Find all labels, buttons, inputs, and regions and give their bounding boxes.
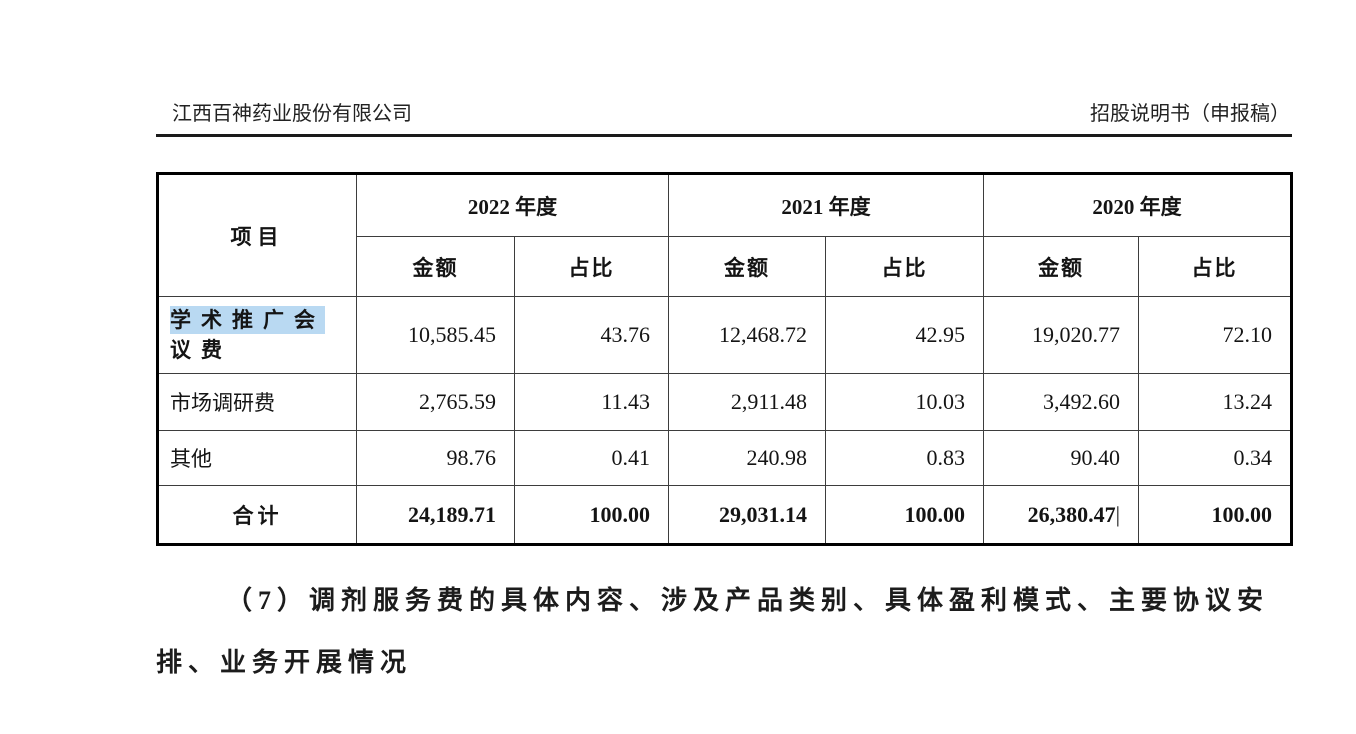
cell-amount-2021: 12,468.72 (668, 296, 826, 374)
cell-amount-2021: 2,911.48 (668, 373, 826, 431)
row-label: 市场调研费 (157, 373, 357, 431)
cell-ratio-2022: 43.76 (514, 296, 669, 374)
section-heading: （7）调剂服务费的具体内容、涉及产品类别、具体盈利模式、主要协议安 排、业务开展… (156, 570, 1292, 694)
cell-ratio-2020: 13.24 (1138, 373, 1292, 431)
cell-total-amount-2021: 29,031.14 (668, 485, 826, 545)
cell-amount-2020: 90.40 (983, 430, 1139, 486)
col-header-year-2022: 2022 年度 (356, 173, 669, 237)
col-header-year-2020: 2020 年度 (983, 173, 1292, 237)
col-header-amount-2021: 金额 (668, 236, 826, 297)
row-label: 其他 (157, 430, 357, 486)
header-divider (156, 134, 1292, 137)
cell-total-amount-2020: 26,380.47| (983, 485, 1139, 545)
doc-type-label: 招股说明书（申报稿） (1090, 103, 1290, 125)
cell-ratio-2020: 72.10 (1138, 296, 1292, 374)
expense-breakdown-table: 项目 2022 年度 2021 年度 2020 年度 金额 占比 金额 占比 金… (156, 172, 1293, 546)
col-header-year-2021: 2021 年度 (668, 173, 984, 237)
cell-amount-2022: 98.76 (356, 430, 515, 486)
cell-ratio-2021: 10.03 (825, 373, 984, 431)
page-header: 江西百神药业股份有限公司 招股说明书（申报稿） (156, 0, 1292, 134)
cell-total-amount-2022: 24,189.71 (356, 485, 515, 545)
cell-ratio-2020: 0.34 (1138, 430, 1292, 486)
table-header-row-years: 项目 2022 年度 2021 年度 2020 年度 (157, 173, 1292, 297)
cell-amount-2021: 240.98 (668, 430, 826, 486)
cell-total-ratio-2021: 100.00 (825, 485, 984, 545)
total-row-label: 合计 (157, 485, 357, 545)
document-page: 江西百神药业股份有限公司 招股说明书（申报稿） 项目 2022 年度 2021 … (156, 0, 1293, 694)
cell-ratio-2022: 0.41 (514, 430, 669, 486)
highlighted-text: 学术推广会 (170, 305, 325, 334)
text-cursor: | (1115, 501, 1120, 527)
section-heading-line1: （7）调剂服务费的具体内容、涉及产品类别、具体盈利模式、主要协议安 (226, 586, 1270, 615)
company-name: 江西百神药业股份有限公司 (172, 103, 412, 125)
row-label: 学术推广会议费 (157, 296, 357, 374)
cell-amount-2022: 10,585.45 (356, 296, 515, 374)
col-header-ratio-2020: 占比 (1138, 236, 1292, 297)
col-header-item: 项目 (157, 173, 357, 297)
cell-ratio-2021: 42.95 (825, 296, 984, 374)
table-row-total: 合计 24,189.71 100.00 29,031.14 100.00 26,… (157, 485, 1292, 545)
cell-ratio-2022: 11.43 (514, 373, 669, 431)
col-header-amount-2022: 金额 (356, 236, 515, 297)
col-header-ratio-2022: 占比 (514, 236, 669, 297)
total-amount-2020-value: 26,380.47 (1027, 501, 1116, 527)
table-row-academic-promotion: 学术推广会议费 10,585.45 43.76 12,468.72 42.95 … (157, 296, 1292, 374)
section-heading-line2: 排、业务开展情况 (156, 648, 413, 677)
cell-total-ratio-2022: 100.00 (514, 485, 669, 545)
cell-total-ratio-2020: 100.00 (1138, 485, 1292, 545)
table-row-other: 其他 98.76 0.41 240.98 0.83 90.40 0.34 (157, 430, 1292, 486)
col-header-ratio-2021: 占比 (825, 236, 984, 297)
table-row-market-research: 市场调研费 2,765.59 11.43 2,911.48 10.03 3,49… (157, 373, 1292, 431)
row-label-rest: 议费 (170, 338, 232, 362)
cell-amount-2020: 3,492.60 (983, 373, 1139, 431)
cell-amount-2022: 2,765.59 (356, 373, 515, 431)
col-header-amount-2020: 金额 (983, 236, 1139, 297)
cell-amount-2020: 19,020.77 (983, 296, 1139, 374)
cell-ratio-2021: 0.83 (825, 430, 984, 486)
